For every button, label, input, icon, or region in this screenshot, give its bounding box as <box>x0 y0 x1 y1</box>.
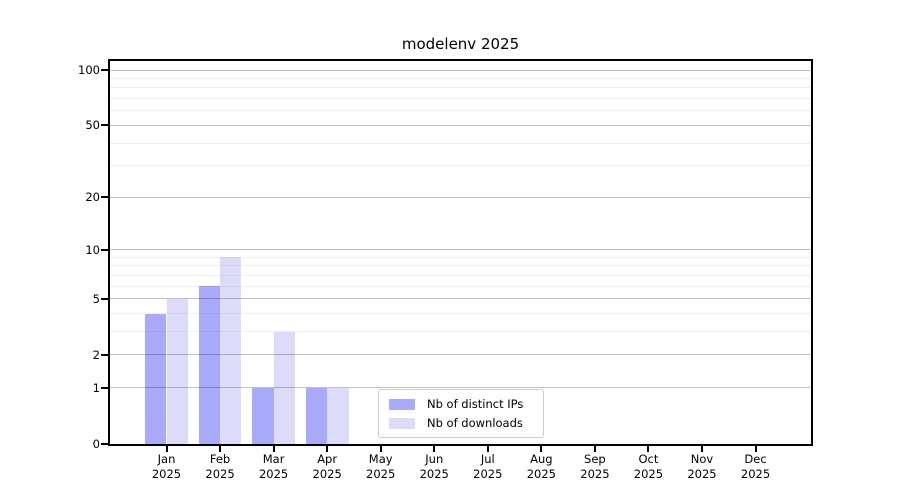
gridline-minor <box>110 275 811 277</box>
y-tick-label: 50 <box>85 118 100 133</box>
chart-title: modelenv 2025 <box>401 35 520 53</box>
gridline-minor <box>110 256 811 258</box>
gridline-major <box>110 249 811 251</box>
gridline-minor <box>110 98 811 100</box>
bar-downloads <box>166 298 188 444</box>
y-tick-label: 5 <box>92 291 100 306</box>
gridline-major <box>110 354 811 356</box>
bar-downloads <box>327 387 349 444</box>
x-tick-label: Nov 2025 <box>687 452 717 481</box>
y-tick <box>101 69 108 72</box>
gridline-minor <box>110 165 811 167</box>
y-tick-label: 100 <box>78 63 100 78</box>
gridline-major <box>110 298 811 300</box>
gridlines-layer <box>110 61 811 444</box>
gridline-minor <box>110 313 811 315</box>
x-tick <box>540 446 543 452</box>
legend-swatch-downloads <box>389 417 415 429</box>
x-tick-label: May 2025 <box>366 452 396 481</box>
y-tick <box>101 386 108 389</box>
x-tick-label: Feb 2025 <box>205 452 235 481</box>
y-tick <box>101 248 108 251</box>
y-tick <box>101 443 108 445</box>
x-tick <box>165 446 168 452</box>
x-tick-label: Jun 2025 <box>419 452 449 481</box>
gridline-minor <box>110 87 811 89</box>
gridline-minor <box>110 285 811 287</box>
bar-distinct-ips <box>198 286 221 444</box>
x-tick-label: Jul 2025 <box>473 452 503 481</box>
x-tick-label: Oct 2025 <box>633 452 664 481</box>
x-tick <box>379 446 382 452</box>
gridline-minor <box>110 331 811 333</box>
legend-item: Nb of downloads <box>389 416 543 430</box>
x-tick <box>754 446 757 452</box>
x-tick-label: Aug 2025 <box>526 452 556 481</box>
x-tick-label: Mar 2025 <box>258 452 289 481</box>
y-tick-label: 10 <box>85 242 100 257</box>
plot-area <box>108 59 813 446</box>
x-tick-label: Apr 2025 <box>312 452 342 481</box>
x-tick <box>701 446 703 452</box>
x-tick <box>593 446 596 452</box>
gridline-minor <box>110 265 811 267</box>
legend-label: Nb of downloads <box>427 416 523 430</box>
bar-downloads <box>273 331 295 444</box>
gridline-minor <box>110 78 811 80</box>
x-tick <box>647 446 650 452</box>
bar-distinct-ips <box>145 313 167 444</box>
y-tick <box>101 196 108 199</box>
x-tick <box>326 446 329 452</box>
x-tick <box>486 446 489 452</box>
bar-distinct-ips <box>252 387 274 444</box>
gridline-minor <box>110 110 811 112</box>
y-tick-label: 2 <box>92 347 100 362</box>
y-tick <box>101 297 108 300</box>
y-tick-label: 1 <box>92 380 100 395</box>
y-tick-label: 0 <box>92 437 100 451</box>
gridline-major <box>110 69 811 71</box>
legend-item: Nb of distinct IPs <box>389 397 543 411</box>
y-tick <box>101 353 108 356</box>
legend: Nb of distinct IPs Nb of downloads <box>378 389 544 438</box>
gridline-minor <box>110 142 811 144</box>
legend-swatch-distinct-ips <box>389 398 415 410</box>
bars-layer <box>110 61 811 444</box>
x-tick <box>272 446 275 452</box>
bar-downloads <box>220 257 242 444</box>
x-tick <box>219 446 222 452</box>
x-tick <box>433 446 436 452</box>
gridline-major <box>110 196 811 198</box>
x-tick-label: Sep 2025 <box>580 452 610 481</box>
x-tick-label: Jan 2025 <box>151 452 182 481</box>
gridline-major <box>110 124 811 126</box>
y-tick <box>101 124 108 127</box>
y-tick-label: 20 <box>85 190 100 205</box>
bar-distinct-ips <box>305 387 328 444</box>
legend-label: Nb of distinct IPs <box>427 397 524 411</box>
x-tick-label: Dec 2025 <box>740 452 771 481</box>
